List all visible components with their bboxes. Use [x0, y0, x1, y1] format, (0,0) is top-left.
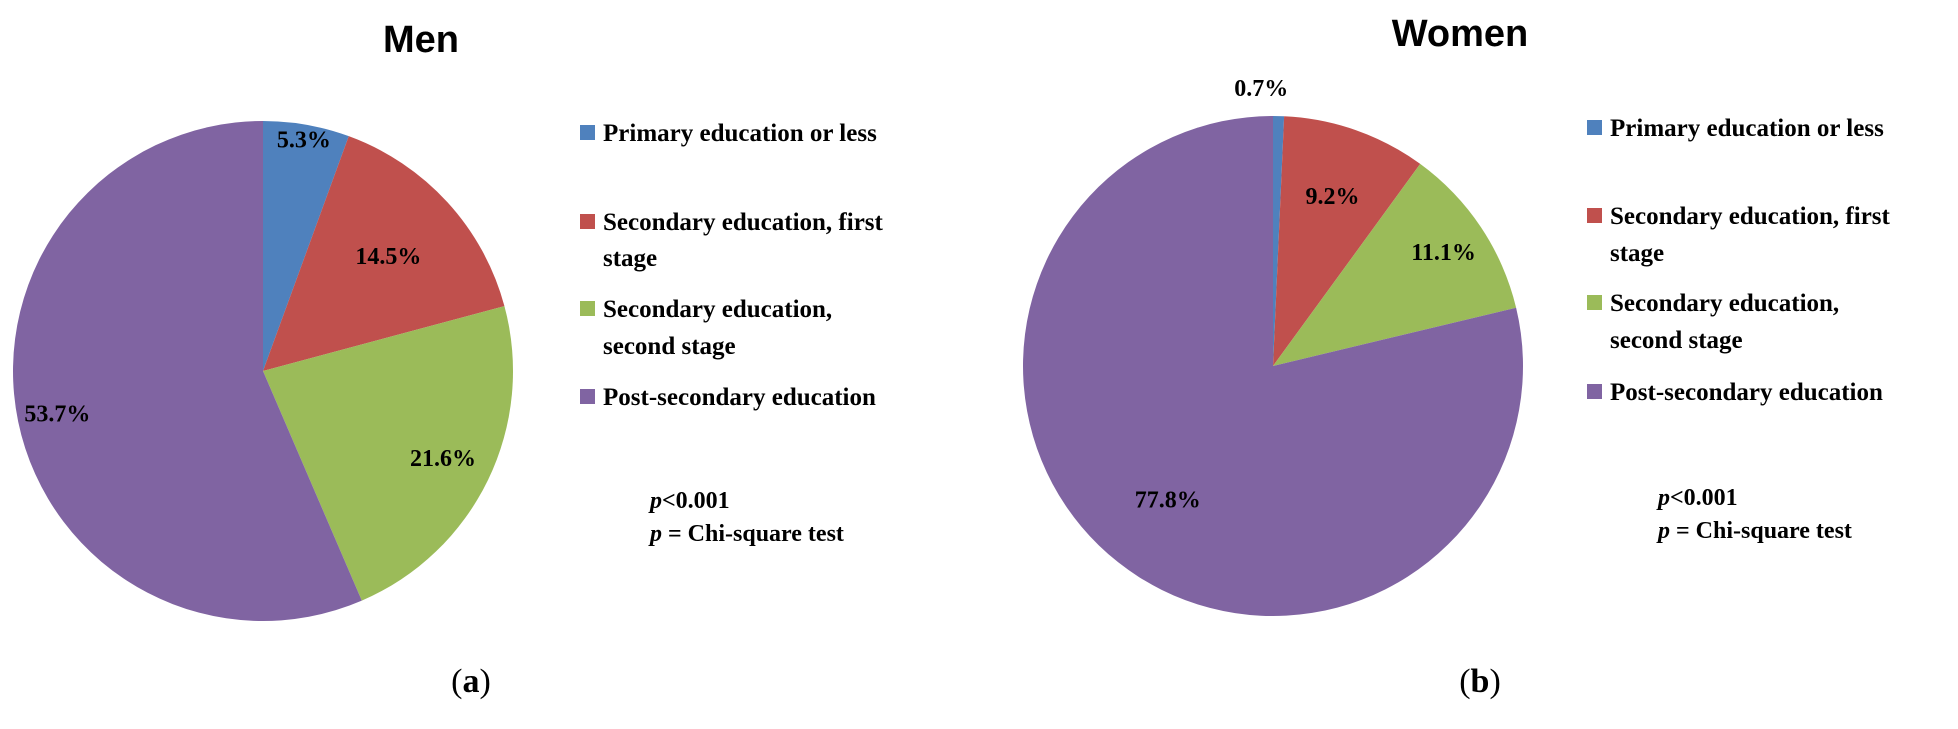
data-label: 5.3% [277, 128, 331, 154]
pie-slice-secondary-education-first-stage [263, 136, 505, 371]
legend-swatch [1587, 384, 1602, 399]
pie-chart-a: Men 5.3% 14.5% 21.6% 53.7% Primary education … [13, 19, 884, 700]
pie-slice-secondary-education-first-stage [1273, 116, 1421, 366]
legend-label: stage [1610, 240, 1664, 267]
legend-label: stage [603, 245, 657, 272]
data-label: 21.6% [410, 446, 476, 472]
pie-slice-primary-education-or-less [263, 121, 349, 371]
data-label: 77.8% [1135, 487, 1201, 513]
data-label: 11.1% [1411, 240, 1476, 266]
legend-label: Post-secondary education [1610, 379, 1883, 406]
pie-chart-b: Women 0.7% 9.2% 11.1% 77.8% Primary education… [1023, 13, 1891, 700]
legend-label: Secondary education, first [603, 209, 884, 236]
stat-annotation: p<0.001 p = Chi-square test [1656, 485, 1852, 544]
panel-label: (a) [451, 663, 491, 700]
legend-swatch [580, 125, 595, 140]
legend-label: Primary education or less [603, 120, 877, 147]
stat-annotation: p<0.001 p = Chi-square test [648, 488, 844, 547]
pie-slice-secondary-education-second-stage [1273, 163, 1517, 366]
data-label: 53.7% [24, 401, 90, 427]
legend-label: Secondary education, [1610, 290, 1839, 317]
legend-swatch [580, 389, 595, 404]
pie-slice-secondary-education-second-stage [263, 306, 513, 601]
test-note: p = Chi-square test [1656, 518, 1852, 544]
legend-label: Secondary education, [603, 296, 832, 323]
data-label: 14.5% [355, 244, 421, 270]
pie-slice-post-secondary-education [13, 121, 362, 621]
legend-label: second stage [1610, 327, 1743, 354]
legend: Primary education or less Secondary educa… [1587, 115, 1891, 406]
legend-swatch [1587, 295, 1602, 310]
p-value: p<0.001 [648, 488, 730, 514]
legend-label: Secondary education, first [1610, 203, 1891, 230]
pie-slice-post-secondary-education [1023, 116, 1524, 616]
legend-swatch [1587, 120, 1602, 135]
chart-title: Men [383, 19, 459, 61]
legend-swatch [1587, 208, 1602, 223]
legend-swatch [580, 214, 595, 229]
test-note: p = Chi-square test [648, 521, 844, 547]
legend-label: second stage [603, 333, 736, 360]
panel-label: (b) [1459, 663, 1501, 700]
legend-label: Post-secondary education [603, 384, 876, 411]
pie-slice-primary-education-or-less [1273, 116, 1285, 366]
p-value: p<0.001 [1656, 485, 1738, 511]
data-label: 9.2% [1306, 184, 1360, 210]
chart-title: Women [1392, 13, 1529, 55]
legend: Primary education or less Secondary educa… [580, 120, 884, 411]
data-label: 0.7% [1234, 76, 1288, 102]
legend-swatch [580, 301, 595, 316]
legend-label: Primary education or less [1610, 115, 1884, 142]
